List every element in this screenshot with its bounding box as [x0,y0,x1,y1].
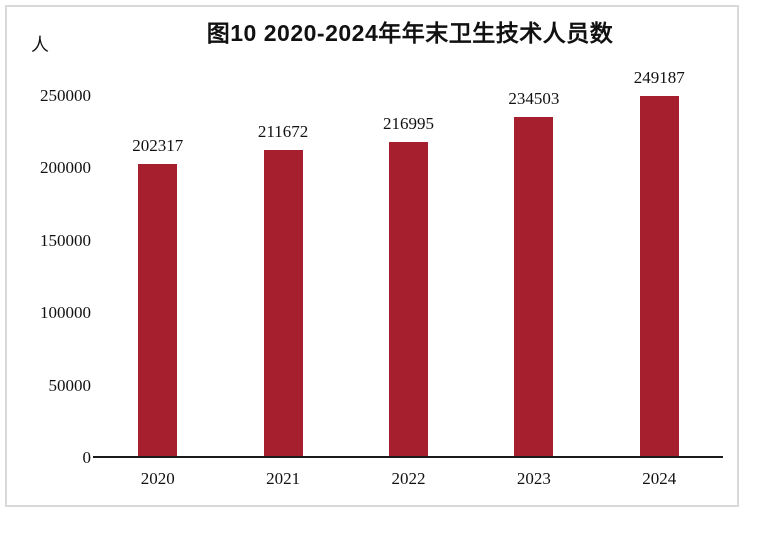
x-axis-label-2023: 2023 [516,469,551,488]
bar-2020 [138,163,178,457]
y-axis-tick-label: 250000 [40,85,91,105]
x-axis-label-2022: 2022 [391,469,426,488]
y-axis-tick-label: 150000 [40,230,91,250]
bar-2021 [263,150,303,457]
y-axis-tick-label: 200000 [40,158,91,177]
bar-value-label-2020: 202317 [132,135,184,155]
x-axis-label-2024: 2024 [642,469,677,488]
y-axis-unit-label: 人 [31,35,49,55]
x-axis-line [93,456,723,458]
bar-value-label-2023: 234503 [508,88,560,108]
bar-value-label-2021: 211672 [257,122,309,142]
bar-2022 [389,142,428,457]
x-axis-label-2021: 2021 [266,469,301,488]
y-axis-tick-label: 50000 [48,375,92,395]
chart-title: 图10 2020-2024年年末卫生技术人员数 [206,20,614,46]
bar-2023 [514,116,554,457]
plot-area: 0 50000 100000 150000 200000 250000 202317 211… [7,7,741,509]
y-axis-tick-label: 0 [82,448,92,467]
bar-value-label-2024: 249187 [633,67,685,87]
bar-value-label-2022: 216995 [382,114,434,134]
y-axis-tick-label: 100000 [40,303,91,322]
x-axis-label-2020: 2020 [140,469,175,488]
bar-2024 [639,95,679,457]
chart-frame: 图10 2020-2024年年末卫生技术人员数 人 0 50000 100000 15… [5,5,739,507]
